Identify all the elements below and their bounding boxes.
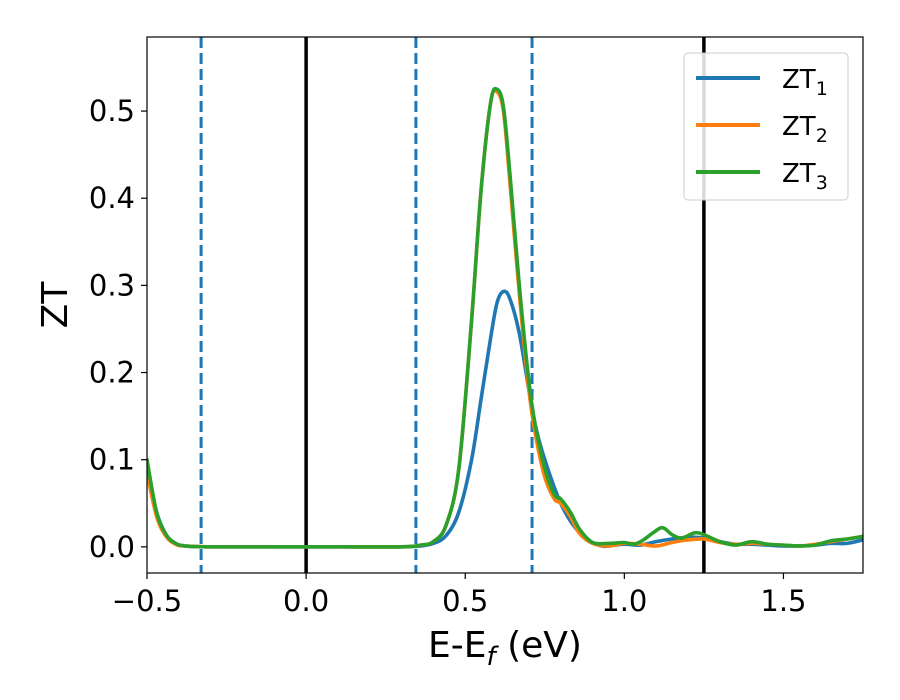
legend: ZT1 ZT2 ZT3 [683,52,849,201]
series-line-3 [147,86,863,549]
y-tick-label: 0.2 [89,356,135,390]
y-axis: 0.0 0.1 0.2 0.3 0.4 0.5 [89,94,147,564]
y-tick-label: 0.3 [89,268,135,302]
x-axis-title: E-Ef (eV) [428,625,582,672]
y-tick-label: 0.4 [89,181,135,215]
legend-frame [683,52,849,201]
legend-label-2: ZT2 [782,112,828,147]
legend-label-1: ZT1 [782,65,828,100]
y-tick-label: 0.0 [89,530,135,564]
x-tick-label: 0.0 [283,584,329,618]
x-tick-label: 1.0 [601,584,647,618]
plot-frame [146,36,864,574]
x-tick-label: 0.5 [442,584,488,618]
x-tick-label: 1.5 [760,584,806,618]
y-axis-title: ZT [35,281,76,329]
legend-label-3: ZT3 [782,159,828,194]
x-axis-title-main: E-E [428,625,486,666]
x-axis-title-unit: (eV) [496,625,582,666]
y-tick-label: 0.1 [89,443,135,477]
y-tick-label: 0.5 [89,94,135,128]
x-tick-label: −0.5 [112,584,182,618]
x-axis: −0.5 0.0 0.5 1.0 1.5 [112,573,807,618]
series-lines [147,86,863,549]
